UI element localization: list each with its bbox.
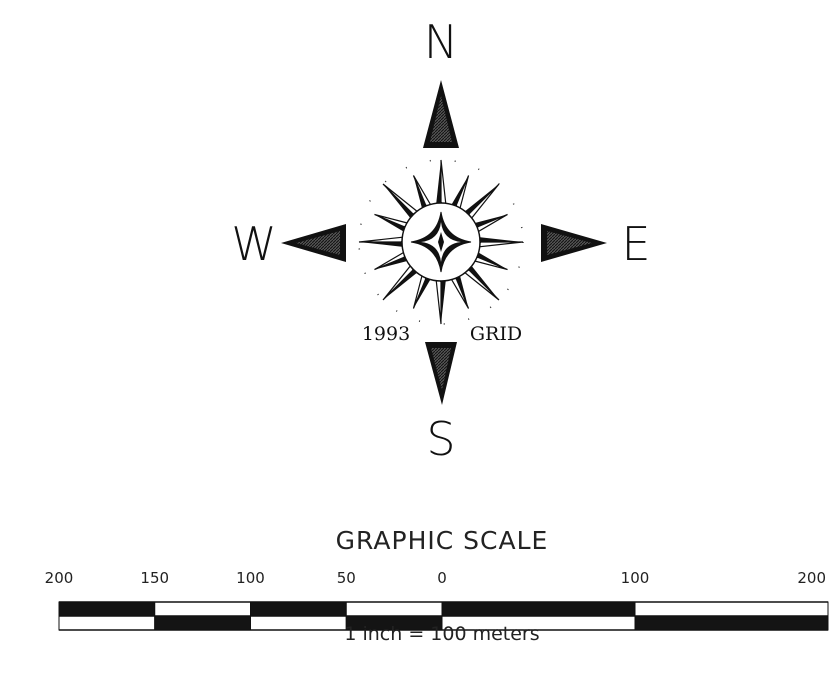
star-point-light: [467, 183, 500, 224]
scale-segment-top: [58, 601, 156, 617]
year-label: 1993: [362, 323, 410, 345]
star-point-light: [358, 235, 410, 243]
star-point-dark: [441, 275, 447, 324]
compass-center-mark: [438, 232, 444, 252]
star-point-dark: [413, 275, 434, 309]
star-point-light: [382, 183, 423, 216]
star-point-light: [382, 260, 415, 301]
scale-tick-label: 0: [437, 569, 447, 587]
scale-segment-top: [345, 601, 443, 617]
star-point-light: [472, 241, 524, 249]
star-point-dark: [374, 214, 408, 235]
scale-ratio: 1 inch = 100 meters: [344, 623, 539, 645]
compass-rose: N S E W 1993 GRID: [231, 15, 650, 466]
north-arrow: [423, 80, 459, 148]
star-point-dark: [456, 270, 469, 309]
scale-segment-bottom: [634, 615, 829, 631]
graphic-scale: GRAPHIC SCALE 200 150 100 50 0 100 200 1 inch …: [45, 526, 829, 645]
west-label: W: [231, 217, 276, 271]
scale-title: GRAPHIC SCALE: [336, 526, 549, 555]
scale-tick-label: 100: [236, 569, 265, 587]
scale-segment-bottom: [58, 615, 156, 631]
star-point-dark: [374, 257, 413, 270]
star-point-dark: [383, 184, 414, 223]
scale-tick-label: 50: [337, 569, 356, 587]
south-label: S: [426, 412, 455, 466]
star-point-dark: [474, 236, 523, 242]
star-point-dark: [359, 242, 408, 248]
east-arrow: [541, 224, 607, 262]
star-point-light: [434, 273, 442, 325]
scale-segment-bottom: [154, 615, 251, 631]
star-point-dark: [474, 249, 508, 270]
star-point-dark: [468, 261, 499, 300]
star-point-dark: [460, 184, 499, 215]
scale-segment-top: [250, 601, 347, 617]
scale-bar: [58, 601, 829, 631]
south-arrow: [425, 342, 457, 405]
star-point-dark: [469, 214, 508, 227]
scale-tick-label: 200: [45, 569, 74, 587]
scale-segment-top: [634, 601, 829, 617]
compass-star: [358, 159, 524, 325]
scale-tick-label: 150: [140, 569, 169, 587]
scale-segment-top: [441, 601, 636, 617]
scale-tick-labels: 200 150 100 50 0 100 200: [45, 569, 826, 587]
star-point-dark: [383, 269, 422, 300]
star-point-dark: [413, 175, 426, 214]
scale-segment-bottom: [250, 615, 347, 631]
grid-label: GRID: [470, 323, 522, 345]
scale-segment-top: [154, 601, 251, 617]
star-point-dark: [435, 160, 441, 209]
scale-tick-label: 100: [621, 569, 650, 587]
north-label: N: [424, 15, 458, 69]
star-point-light: [440, 159, 448, 211]
west-arrow: [281, 224, 346, 262]
scale-tick-label: 200: [797, 569, 826, 587]
star-point-light: [459, 268, 500, 301]
star-point-dark: [448, 175, 469, 209]
east-label: E: [621, 217, 650, 271]
